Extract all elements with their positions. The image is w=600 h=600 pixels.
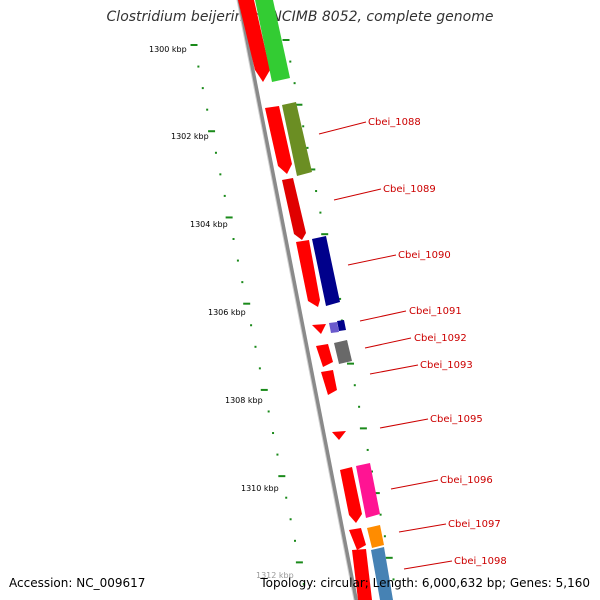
gene-arrow[interactable] — [349, 528, 366, 550]
gene-box-cbei-1092[interactable] — [334, 340, 352, 364]
gene-box-cbei-1097[interactable] — [367, 525, 384, 548]
gene-arrow[interactable] — [265, 106, 292, 174]
scale-label-1312: 1312 kbp — [256, 571, 294, 580]
gene-label-cbei-1090[interactable]: Cbei_1090 — [398, 250, 451, 261]
genome-title: Clostridium beijerinckii NCIMB 8052, com… — [106, 9, 494, 25]
scale-labels: 1300 kbp 1302 kbp 1304 kbp 1306 kbp 1308… — [149, 45, 294, 580]
scale-label-1302: 1302 kbp — [171, 132, 209, 141]
accession-label: Accession: NC_009617 — [9, 576, 146, 590]
gene-label-cbei-1098[interactable]: Cbei_1098 — [454, 556, 507, 567]
gene-label-cbei-1088[interactable]: Cbei_1088 — [368, 117, 421, 128]
scale-label-1304: 1304 kbp — [190, 220, 228, 229]
forward-genes — [238, 0, 372, 600]
gene-label-cbei-1092[interactable]: Cbei_1092 — [414, 333, 467, 344]
reverse-genes — [255, 0, 393, 600]
gene-box-cbei-1090[interactable] — [312, 236, 340, 306]
gene-arrow[interactable] — [352, 549, 372, 600]
gene-label-cbei-1095[interactable]: Cbei_1095 — [430, 414, 483, 425]
scale-label-1300: 1300 kbp — [149, 45, 187, 54]
genome-backbone — [236, 0, 359, 600]
gene-arrow[interactable] — [238, 0, 270, 82]
genome-summary: Topology: circular; Length: 6,000,632 bp… — [260, 576, 590, 590]
gene-arrow[interactable] — [332, 431, 346, 440]
gene-arrow[interactable] — [316, 344, 333, 367]
gene-label-cbei-1093[interactable]: Cbei_1093 — [420, 360, 473, 371]
gene-box-cbei-1091a[interactable] — [329, 322, 339, 333]
gene-arrow[interactable] — [282, 178, 306, 240]
gene-label-cbei-1097[interactable]: Cbei_1097 — [448, 519, 501, 530]
gene-label-cbei-1091[interactable]: Cbei_1091 — [409, 306, 462, 317]
gene-arrow[interactable] — [296, 240, 320, 307]
genome-backbone-highlight — [236, 0, 355, 600]
gene-arrow[interactable] — [321, 370, 337, 395]
scale-label-1310: 1310 kbp — [241, 484, 279, 493]
gene-box-cbei-1096[interactable] — [356, 463, 380, 518]
scale-ticks — [190, 44, 305, 585]
gene-label-cbei-1096[interactable]: Cbei_1096 — [440, 475, 493, 486]
label-leaders — [318, 121, 453, 570]
scale-label-1308: 1308 kbp — [225, 396, 263, 405]
gene-box-cbei-1087[interactable] — [255, 0, 290, 82]
gene-labels: Cbei_1088 Cbei_1089 Cbei_1090 Cbei_1091 … — [368, 117, 507, 567]
gene-box-cbei-1098[interactable] — [371, 547, 393, 600]
scale-label-1306: 1306 kbp — [208, 308, 246, 317]
gene-box-cbei-1091b[interactable] — [337, 320, 346, 331]
gene-arrow[interactable] — [340, 467, 362, 523]
gene-box-cbei-1088[interactable] — [282, 102, 312, 176]
gene-arrow[interactable] — [312, 324, 326, 334]
gene-label-cbei-1089[interactable]: Cbei_1089 — [383, 184, 436, 195]
